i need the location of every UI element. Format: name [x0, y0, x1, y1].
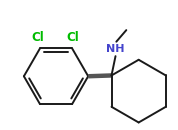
Text: Cl: Cl [67, 31, 79, 44]
Text: NH: NH [106, 44, 125, 54]
Text: Cl: Cl [31, 31, 44, 44]
